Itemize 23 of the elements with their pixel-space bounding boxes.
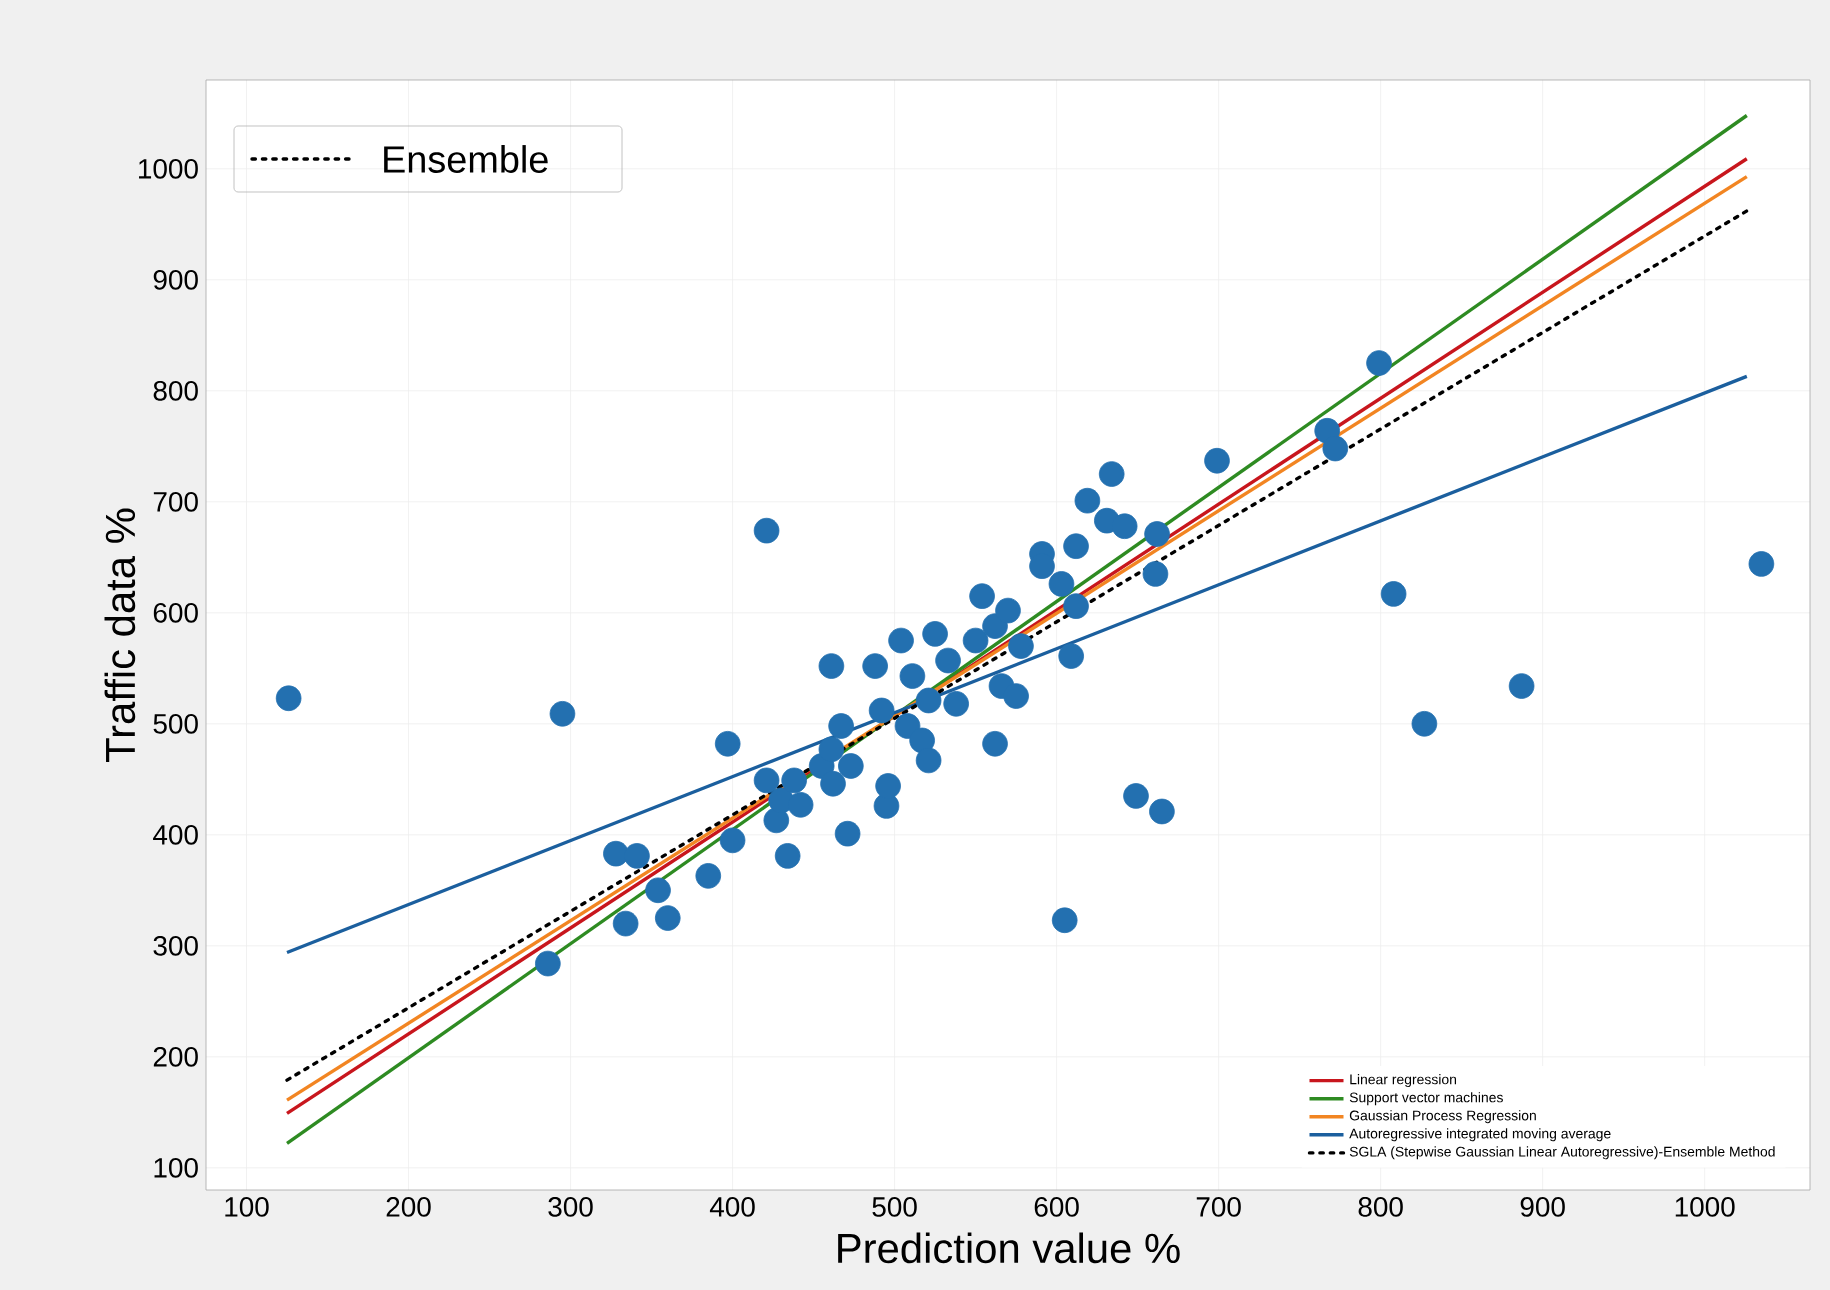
x-tick-label: 100 [225, 1197, 269, 1217]
x-tick-label: 400 [709, 1197, 755, 1217]
y-tick-label: 600 [153, 602, 198, 623]
x-tick-label: 700 [1196, 1197, 1241, 1217]
y-tick-label: 700 [153, 491, 198, 512]
y-tick-label: 1000 [139, 158, 198, 179]
x-tick-label: 800 [1358, 1197, 1403, 1217]
y-tick-label: 100 [154, 1157, 198, 1178]
x-axis-title: Prediction value % [838, 1232, 1180, 1264]
y-tick-label: 400 [153, 824, 198, 845]
y-tick-label: 200 [153, 1046, 198, 1067]
x-tick-label: 200 [386, 1197, 431, 1217]
x-tick-label: 900 [1520, 1197, 1565, 1217]
y-tick-label: 300 [153, 935, 198, 956]
y-tick-label: 900 [153, 269, 198, 290]
x-tick-label: 1000 [1675, 1197, 1735, 1217]
y-axis-title: Traffic data % [104, 508, 136, 762]
annotation: Ensemble [384, 145, 548, 173]
x-tick-label: 300 [548, 1197, 593, 1217]
y-tick-label: 800 [153, 380, 198, 401]
y-tick-label: 500 [153, 713, 198, 734]
x-tick-label: 500 [872, 1197, 917, 1217]
x-tick-label: 600 [1034, 1197, 1079, 1217]
